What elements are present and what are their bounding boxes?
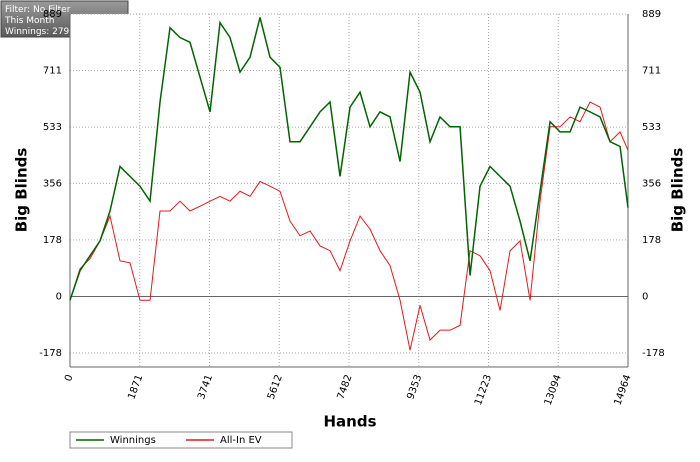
x-axis-title: Hands <box>323 413 376 431</box>
series-line <box>69 17 629 301</box>
y-tick-label: 711 <box>43 66 62 77</box>
y-tick-label: 0 <box>56 291 62 302</box>
legend-label: All-In EV <box>220 435 262 446</box>
x-tick-label: 0 <box>63 373 76 383</box>
y-tick-label-right: 889 <box>642 9 661 20</box>
x-tick-label: 7482 <box>336 373 355 401</box>
y-tick-label-right: 0 <box>642 291 648 302</box>
y-tick-label-right: -178 <box>642 348 665 359</box>
y-axis-title: Big Blinds <box>13 148 31 233</box>
y-tick-label: -178 <box>39 348 62 359</box>
info-line: Filter: No Filter <box>5 5 71 15</box>
info-line: Winnings: 279.7 Big Blinds <box>5 27 126 37</box>
legend-label: Winnings <box>110 435 156 446</box>
x-tick-label: 11223 <box>473 373 494 407</box>
y-tick-label-right: 711 <box>642 66 661 77</box>
info-line: This Month <box>4 16 54 26</box>
y-tick-label-right: 356 <box>642 178 661 189</box>
x-tick-label: 14964 <box>612 373 633 407</box>
legend-box <box>69 431 293 449</box>
y-tick-label-right: 533 <box>642 122 661 133</box>
x-tick-label: 1871 <box>126 373 145 401</box>
y-tick-label-right: 178 <box>642 235 661 246</box>
y-tick-label: 533 <box>43 122 62 133</box>
x-tick-label: 5612 <box>266 373 285 401</box>
y-axis-title-right: Big Blinds <box>669 148 687 233</box>
series-line <box>69 101 629 351</box>
x-tick-label: 3741 <box>196 373 215 401</box>
x-tick-label: 9353 <box>405 373 424 401</box>
y-tick-label: 178 <box>43 235 62 246</box>
y-tick-label: 889 <box>43 9 62 20</box>
x-tick-label: 13094 <box>543 373 564 407</box>
y-tick-label: 356 <box>43 178 62 189</box>
